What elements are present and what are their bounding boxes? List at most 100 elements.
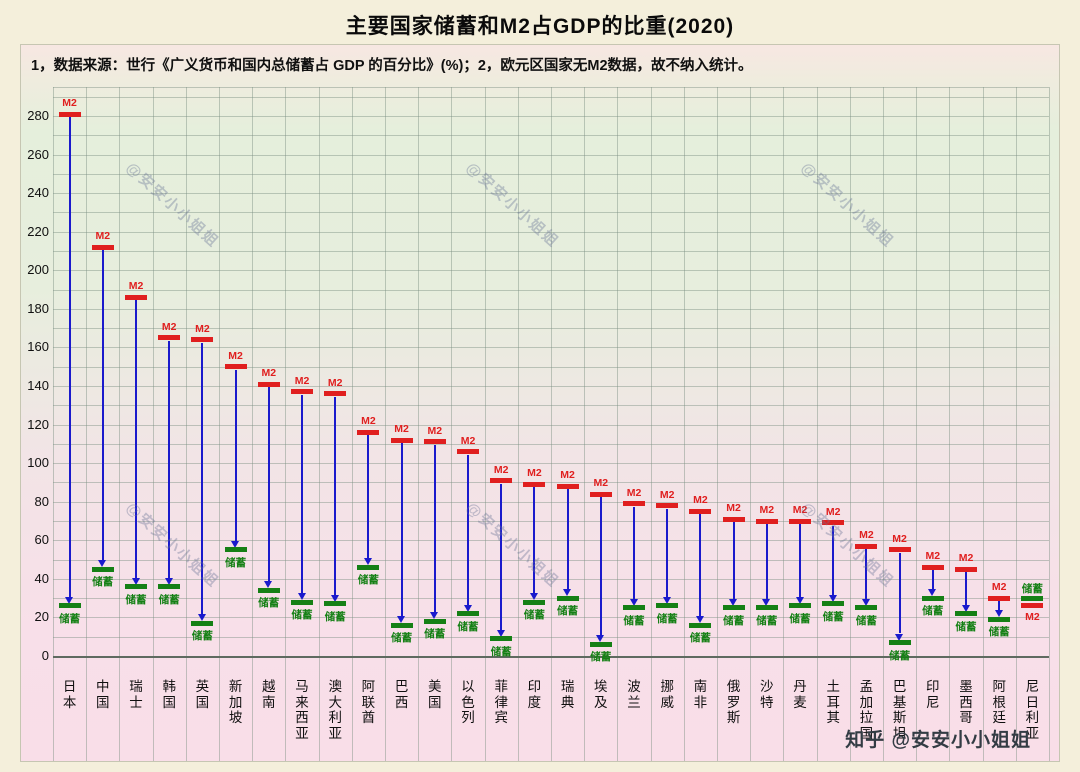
m2-bar: [191, 337, 214, 343]
m2-to-savings-arrow: [234, 369, 237, 541]
arrow-head-icon: [330, 594, 339, 602]
m2-bar: [888, 547, 911, 553]
x-tick-char: 国: [96, 694, 110, 710]
m2-to-savings-arrow: [931, 570, 934, 590]
savings-bar-label: 储蓄: [158, 593, 180, 606]
m2-to-savings-arrow: [832, 525, 835, 595]
gridline-vertical: [617, 87, 619, 761]
savings-bar: [888, 640, 911, 645]
gridline-vertical: [816, 87, 818, 761]
y-tick-label: 100: [27, 455, 49, 471]
arrow-head-icon: [895, 633, 904, 641]
m2-bar: [855, 543, 878, 549]
x-tick-char: 联: [361, 694, 376, 710]
gridline-vertical: [883, 87, 884, 761]
x-tick-char: 俄: [726, 679, 741, 694]
x-tick-char: 中: [96, 679, 110, 694]
x-tick-char: 士: [129, 694, 143, 710]
x-tick-char: 马: [295, 679, 309, 694]
savings-bar-label: 储蓄: [490, 645, 512, 658]
savings-bar-label: 储蓄: [590, 651, 612, 664]
m2-bar: [656, 503, 679, 509]
x-tick-char: 基: [892, 694, 907, 710]
m2-bar: [955, 566, 977, 572]
y-tick-label: 200: [27, 262, 49, 278]
m2-bar: [556, 483, 579, 489]
x-tick-label: 美国: [426, 679, 443, 710]
m2-bar: [523, 481, 546, 487]
m2-to-savings-arrow: [334, 396, 337, 595]
savings-bar: [490, 636, 513, 642]
m2-bar-label: M2: [925, 550, 941, 563]
x-tick-char: 澳: [328, 679, 342, 694]
m2-bar-label: M2: [726, 502, 741, 515]
x-tick-label: 印尼: [924, 679, 941, 710]
arrow-head-icon: [795, 596, 804, 604]
gridline-vertical: [584, 87, 586, 761]
watermark: @安安小小姐姐: [122, 159, 223, 252]
savings-bar: [224, 547, 247, 553]
gridline-horizontal: [53, 386, 1049, 387]
m2-to-savings-arrow: [500, 483, 503, 630]
arrow-head-icon: [496, 629, 505, 637]
x-tick-char: 瑞: [129, 679, 143, 694]
savings-bar: [423, 618, 446, 624]
x-tick-char: 来: [295, 694, 309, 710]
m2-bar: [988, 595, 1011, 601]
savings-bar: [191, 620, 214, 626]
x-tick-label: 韩国: [161, 679, 178, 710]
x-tick-label: 新加坡: [227, 679, 244, 726]
x-tick-label: 瑞士: [128, 679, 145, 710]
savings-bar: [623, 605, 645, 611]
x-tick-char: 印: [926, 679, 940, 694]
m2-bar-label: M2: [1025, 610, 1040, 623]
m2-bar: [623, 501, 645, 507]
arrow-head-icon: [65, 596, 74, 604]
gridline-vertical: [750, 87, 752, 761]
x-tick-label: 菲律宾: [493, 679, 510, 726]
m2-bar: [158, 335, 181, 341]
m2-bar-label: M2: [361, 415, 376, 428]
savings-bar: [755, 605, 778, 611]
x-tick-label: 尼日利亚: [1024, 679, 1041, 741]
x-tick-label: 中国: [94, 679, 111, 710]
gridline-vertical: [683, 87, 685, 761]
savings-bar-label: 储蓄: [92, 576, 114, 589]
x-tick-char: 典: [560, 694, 575, 710]
m2-bar: [689, 508, 712, 514]
savings-bar: [158, 584, 181, 590]
m2-to-savings-arrow: [68, 117, 71, 597]
m2-bar-label: M2: [560, 469, 575, 482]
gridline-horizontal: [53, 154, 1049, 156]
x-tick-char: 利: [1025, 710, 1040, 725]
arrow-head-icon: [629, 598, 638, 606]
x-tick-char: 度: [527, 694, 542, 710]
gridline-vertical: [418, 87, 420, 761]
x-tick-char: 斯: [726, 710, 741, 725]
y-tick-label: 60: [34, 532, 49, 548]
m2-to-savings-arrow: [101, 250, 104, 561]
savings-bar-label: 储蓄: [988, 626, 1010, 639]
x-tick-char: 美: [428, 679, 442, 694]
gridline-vertical: [484, 87, 486, 761]
savings-bar-label: 储蓄: [656, 612, 678, 625]
m2-bar-label: M2: [195, 322, 210, 335]
x-tick-label: 墨西哥: [958, 679, 975, 726]
m2-bar-label: M2: [128, 280, 144, 293]
gridline-vertical: [1049, 87, 1050, 761]
x-tick-label: 巴西: [393, 679, 410, 710]
m2-bar-label: M2: [427, 424, 443, 437]
arrow-head-icon: [297, 593, 306, 600]
y-tick-label: 280: [27, 108, 49, 123]
x-tick-char: 威: [660, 694, 674, 710]
savings-bar: [390, 622, 413, 628]
savings-bar: [257, 587, 280, 593]
x-tick-char: 根: [992, 694, 1006, 710]
gridline-vertical: [650, 87, 652, 761]
x-tick-char: 尼: [1025, 679, 1040, 694]
m2-bar: [324, 391, 347, 397]
y-tick-label: 240: [27, 185, 49, 201]
x-tick-char: 律: [494, 694, 508, 710]
x-tick-label: 阿联酋: [360, 679, 377, 726]
m2-bar-label: M2: [95, 230, 111, 243]
